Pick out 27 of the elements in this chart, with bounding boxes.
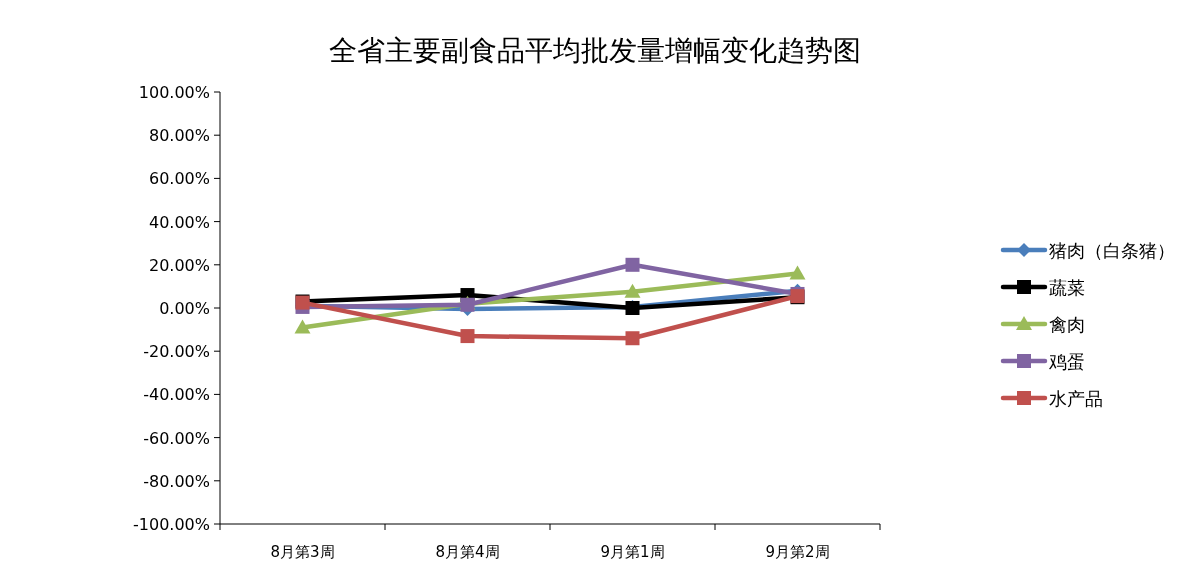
y-tick-label: -60.00% (143, 428, 210, 448)
point (789, 265, 806, 280)
y-tick-label: 80.00% (148, 126, 210, 146)
legend-label: 禽肉 (1049, 314, 1085, 335)
x-tick-label: 9月第1周 (600, 543, 665, 561)
y-tick-label: -40.00% (143, 385, 210, 405)
point (460, 329, 475, 344)
point (625, 257, 640, 272)
y-tick-label: 60.00% (148, 169, 210, 189)
x-tick-label: 9月第2周 (765, 543, 830, 561)
legend-label: 水产品 (1049, 388, 1103, 409)
legend-label: 蔬菜 (1049, 277, 1085, 298)
y-tick-label: -80.00% (143, 471, 210, 491)
chart-title: 全省主要副食品平均批发量增幅变化趋势图 (329, 34, 861, 67)
y-tick-label: -100.00% (133, 515, 210, 534)
point (624, 283, 641, 298)
y-tick-label: 0.00% (159, 299, 210, 318)
y-tick-label: -20.00% (143, 342, 210, 362)
x-tick-label: 8月第4周 (435, 543, 500, 561)
y-tick-label: 20.00% (148, 255, 210, 275)
point (625, 331, 640, 346)
legend-label: 猪肉（白条猪） (1049, 240, 1175, 261)
x-tick-label: 8月第3周 (270, 543, 335, 561)
legend-label: 鸡蛋 (1048, 351, 1085, 372)
y-tick-label: 40.00% (148, 212, 210, 232)
y-tick-label: 100.00% (138, 83, 210, 102)
point (294, 319, 311, 334)
